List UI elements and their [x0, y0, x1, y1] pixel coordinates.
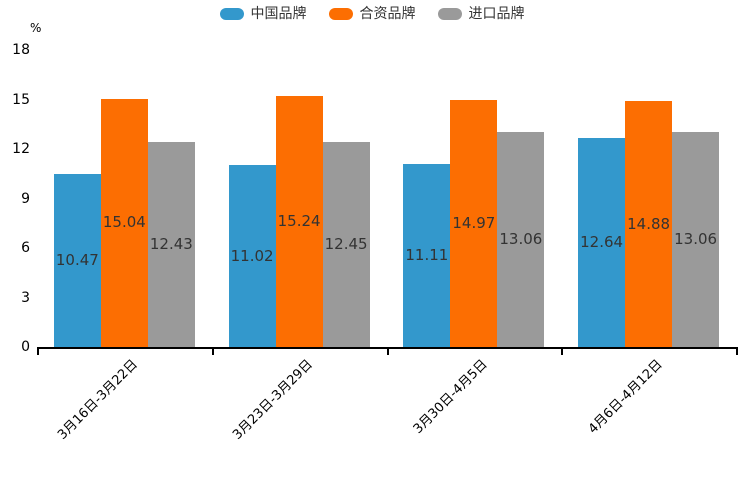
y-tick-label: 0	[21, 339, 30, 355]
bar-value-label: 11.11	[405, 245, 449, 264]
bar-合资品牌-1: 15.04	[100, 98, 148, 347]
bar-value-label: 15.04	[102, 213, 146, 232]
y-tick-label: 15	[12, 91, 30, 108]
legend-label: 合资品牌	[359, 6, 416, 22]
y-tick-label: 3	[21, 289, 30, 306]
x-axis-tick	[386, 349, 389, 355]
bar-中国品牌-1: 10.47	[53, 174, 101, 347]
bar-进口品牌-3: 13.06	[497, 131, 545, 347]
bar-中国品牌-3: 11.11	[403, 163, 451, 347]
x-category-label: 4月6日-4月12日	[585, 357, 666, 437]
x-category-label: 3月23日-3月29日	[229, 357, 316, 443]
legend-label: 进口品牌	[468, 6, 525, 22]
x-category-label: 3月30日-4月5日	[410, 357, 491, 437]
bar-value-label: 14.88	[627, 214, 671, 233]
bar-中国品牌-4: 12.64	[578, 138, 626, 347]
legend-swatch-icon	[328, 8, 353, 20]
legend-item-1[interactable]: 中国品牌	[219, 6, 307, 22]
bar-value-label: 13.06	[674, 229, 718, 248]
y-axis-unit-label: %	[30, 21, 42, 35]
y-tick-label: 6	[21, 240, 30, 256]
x-axis-tick	[736, 349, 738, 355]
y-tick-label: 9	[21, 190, 30, 207]
legend-swatch-icon	[219, 8, 244, 20]
bar-value-label: 15.24	[277, 211, 321, 230]
x-axis-line	[37, 347, 738, 349]
bar-中国品牌-2: 11.02	[228, 165, 276, 347]
legend-item-2[interactable]: 合资品牌	[328, 6, 416, 22]
bar-合资品牌-4: 14.88	[625, 101, 673, 347]
bar-进口品牌-2: 12.45	[322, 141, 370, 347]
bar-进口品牌-4: 13.06	[672, 131, 720, 347]
bar-合资品牌-2: 15.24	[275, 95, 323, 347]
x-axis-tick	[211, 349, 214, 355]
bar-value-label: 12.43	[149, 234, 193, 253]
legend-swatch-icon	[437, 8, 462, 20]
bar-value-label: 11.02	[230, 246, 274, 265]
bar-value-label: 13.06	[499, 229, 543, 248]
bar-value-label: 14.97	[452, 213, 496, 232]
bar-进口品牌-1: 12.43	[147, 141, 195, 347]
x-axis-tick	[37, 349, 39, 355]
x-category-label: 3月16日-3月22日	[55, 357, 141, 443]
bar-value-label: 10.47	[55, 251, 99, 270]
bar-合资品牌-3: 14.97	[450, 99, 498, 347]
legend-label: 中国品牌	[250, 6, 307, 22]
x-axis-tick	[561, 349, 564, 355]
y-tick-label: 18	[12, 42, 30, 58]
legend-item-3[interactable]: 进口品牌	[437, 6, 525, 22]
legend: 中国品牌 合资品牌 进口品牌	[0, 7, 744, 21]
bar-value-label: 12.45	[324, 234, 368, 253]
y-tick-label: 12	[12, 141, 30, 157]
bar-value-label: 12.64	[580, 233, 624, 252]
